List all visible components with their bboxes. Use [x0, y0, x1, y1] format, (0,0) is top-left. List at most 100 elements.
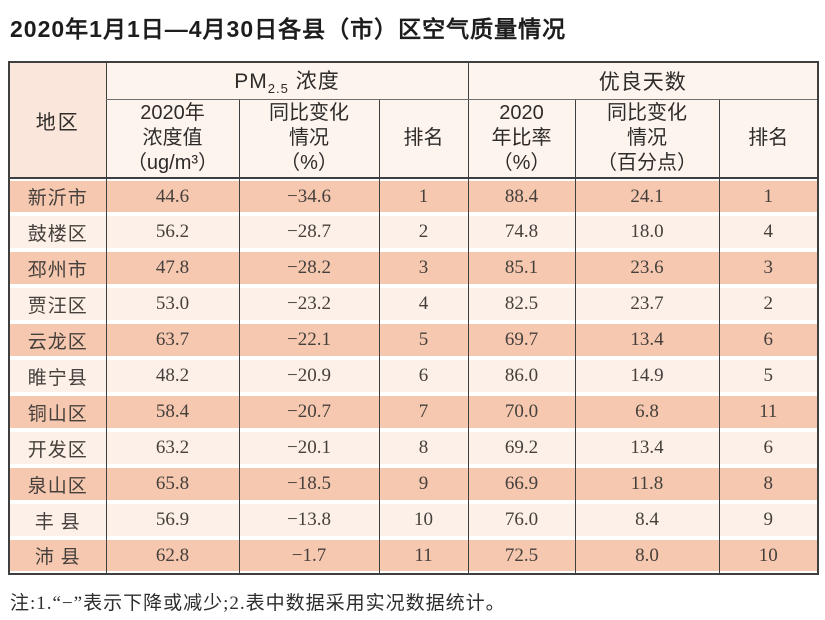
header-pm25-group: PM2.5 浓度 [105, 62, 469, 100]
table-row: 睢宁县 48.2 −20.9 6 86.0 14.9 5 [8, 358, 819, 394]
pm-rank-cell: 9 [378, 466, 469, 502]
region-cell: 云龙区 [8, 322, 106, 358]
pm-value-cell: 44.6 [105, 178, 239, 214]
good-change-cell: 13.4 [574, 322, 720, 358]
good-change-cell: 11.8 [574, 466, 720, 502]
good-rank-cell: 4 [718, 214, 819, 250]
pm-change-cell: −20.9 [238, 358, 379, 394]
region-cell: 铜山区 [8, 394, 106, 430]
table-body: 新沂市 44.6 −34.6 1 88.4 24.1 1 鼓楼区 56.2 −28.7 2 74.8 1… [8, 178, 819, 574]
pm-rank-cell: 8 [378, 430, 469, 466]
pm-change-cell: −1.7 [238, 538, 379, 574]
good-change-cell: 6.8 [574, 394, 720, 430]
header-pm-rank: 排名 [378, 99, 469, 179]
table-row: 丰 县 56.9 −13.8 10 76.0 8.4 9 [8, 502, 819, 538]
pm-change-cell: −28.2 [238, 250, 379, 286]
header-group-row: 地区 PM2.5 浓度 优良天数 [8, 62, 819, 179]
good-rank-cell: 5 [718, 358, 819, 394]
table-row: 邳州市 47.8 −28.2 3 85.1 23.6 3 [8, 250, 819, 286]
table-row: 新沂市 44.6 −34.6 1 88.4 24.1 1 [8, 178, 819, 214]
header-sub-row: 2020年 浓度值 （ug/m³） 同比变化 情况 （%） 排名 2020 年比… [9, 99, 819, 179]
pm-change-cell: −20.7 [238, 394, 379, 430]
region-cell: 新沂市 [8, 178, 106, 214]
good-ratio-cell: 70.0 [467, 394, 576, 430]
table-row: 开发区 63.2 −20.1 8 69.2 13.4 6 [8, 430, 819, 466]
page-title: 2020年1月1日—4月30日各县（市）区空气质量情况 [10, 16, 567, 42]
pm-value-cell: 63.7 [105, 322, 239, 358]
good-change-cell: 23.7 [574, 286, 720, 322]
header-good-rank: 排名 [718, 99, 819, 179]
pm-rank-cell: 2 [378, 214, 469, 250]
table-row: 泉山区 65.8 −18.5 9 66.9 11.8 8 [8, 466, 819, 502]
header-pm-value: 2020年 浓度值 （ug/m³） [105, 99, 239, 179]
header-pm-change: 同比变化 情况 （%） [238, 99, 379, 179]
pm-value-cell: 63.2 [105, 430, 239, 466]
pm-rank-cell: 6 [378, 358, 469, 394]
good-ratio-cell: 85.1 [467, 250, 576, 286]
good-change-cell: 18.0 [574, 214, 720, 250]
good-ratio-cell: 74.8 [467, 214, 576, 250]
good-ratio-cell: 88.4 [467, 178, 576, 214]
pm-change-cell: −22.1 [238, 322, 379, 358]
pm-rank-cell: 7 [378, 394, 469, 430]
good-change-cell: 14.9 [574, 358, 720, 394]
table-row: 云龙区 63.7 −22.1 5 69.7 13.4 6 [8, 322, 819, 358]
pm-value-cell: 56.9 [105, 502, 239, 538]
pm25-label-post: 浓度 [288, 70, 340, 94]
good-ratio-cell: 76.0 [467, 502, 576, 538]
good-rank-cell: 11 [718, 394, 819, 430]
region-cell: 贾汪区 [8, 286, 106, 322]
good-change-cell: 8.0 [574, 538, 720, 574]
good-change-cell: 24.1 [574, 178, 720, 214]
pm-value-cell: 56.2 [105, 214, 239, 250]
good-ratio-cell: 69.7 [467, 322, 576, 358]
region-cell: 丰 县 [8, 502, 106, 538]
pm-value-cell: 58.4 [105, 394, 239, 430]
pm-value-cell: 62.8 [105, 538, 239, 574]
region-cell: 邳州市 [8, 250, 106, 286]
good-ratio-cell: 82.5 [467, 286, 576, 322]
good-ratio-cell: 66.9 [467, 466, 576, 502]
header-good-ratio: 2020 年比率 （%） [467, 99, 576, 179]
good-rank-cell: 2 [718, 286, 819, 322]
pm-change-cell: −18.5 [238, 466, 379, 502]
pm-change-cell: −28.7 [238, 214, 379, 250]
pm-value-cell: 48.2 [105, 358, 239, 394]
footnote: 注:1.“−”表示下降或减少;2.表中数据采用实况数据统计。 [10, 593, 506, 614]
good-change-cell: 23.6 [574, 250, 720, 286]
good-ratio-cell: 69.2 [467, 430, 576, 466]
pm25-label-pre: PM [234, 70, 268, 94]
pm-value-cell: 65.8 [105, 466, 239, 502]
header-region: 地区 [8, 62, 106, 179]
good-rank-cell: 9 [718, 502, 819, 538]
good-ratio-cell: 86.0 [467, 358, 576, 394]
pm-change-cell: −23.2 [238, 286, 379, 322]
pm-rank-cell: 1 [378, 178, 469, 214]
pm-rank-cell: 5 [378, 322, 469, 358]
pm25-subscript: 2.5 [267, 81, 289, 97]
region-cell: 沛 县 [8, 538, 106, 574]
pm-value-cell: 53.0 [105, 286, 239, 322]
good-rank-cell: 6 [718, 430, 819, 466]
good-change-cell: 8.4 [574, 502, 720, 538]
table-row: 沛 县 62.8 −1.7 11 72.5 8.0 10 [8, 538, 819, 574]
region-cell: 泉山区 [8, 466, 106, 502]
region-cell: 鼓楼区 [8, 214, 106, 250]
pm-rank-cell: 3 [378, 250, 469, 286]
region-cell: 开发区 [8, 430, 106, 466]
header-good-days-group: 优良天数 [467, 62, 819, 100]
pm-rank-cell: 11 [378, 538, 469, 574]
good-rank-cell: 6 [718, 322, 819, 358]
good-rank-cell: 10 [718, 538, 819, 574]
pm-change-cell: −13.8 [238, 502, 379, 538]
table-row: 鼓楼区 56.2 −28.7 2 74.8 18.0 4 [8, 214, 819, 250]
region-cell: 睢宁县 [8, 358, 106, 394]
good-rank-cell: 1 [718, 178, 819, 214]
air-quality-table: 地区 PM2.5 浓度 优良天数 2020年 浓度值 （ug/m³） 同比变化 … [8, 61, 820, 575]
good-rank-cell: 8 [718, 466, 819, 502]
table-row: 铜山区 58.4 −20.7 7 70.0 6.8 11 [8, 394, 819, 430]
pm-change-cell: −34.6 [238, 178, 379, 214]
header-good-change: 同比变化 情况 （百分点） [574, 99, 720, 179]
pm-rank-cell: 10 [378, 502, 469, 538]
good-ratio-cell: 72.5 [467, 538, 576, 574]
